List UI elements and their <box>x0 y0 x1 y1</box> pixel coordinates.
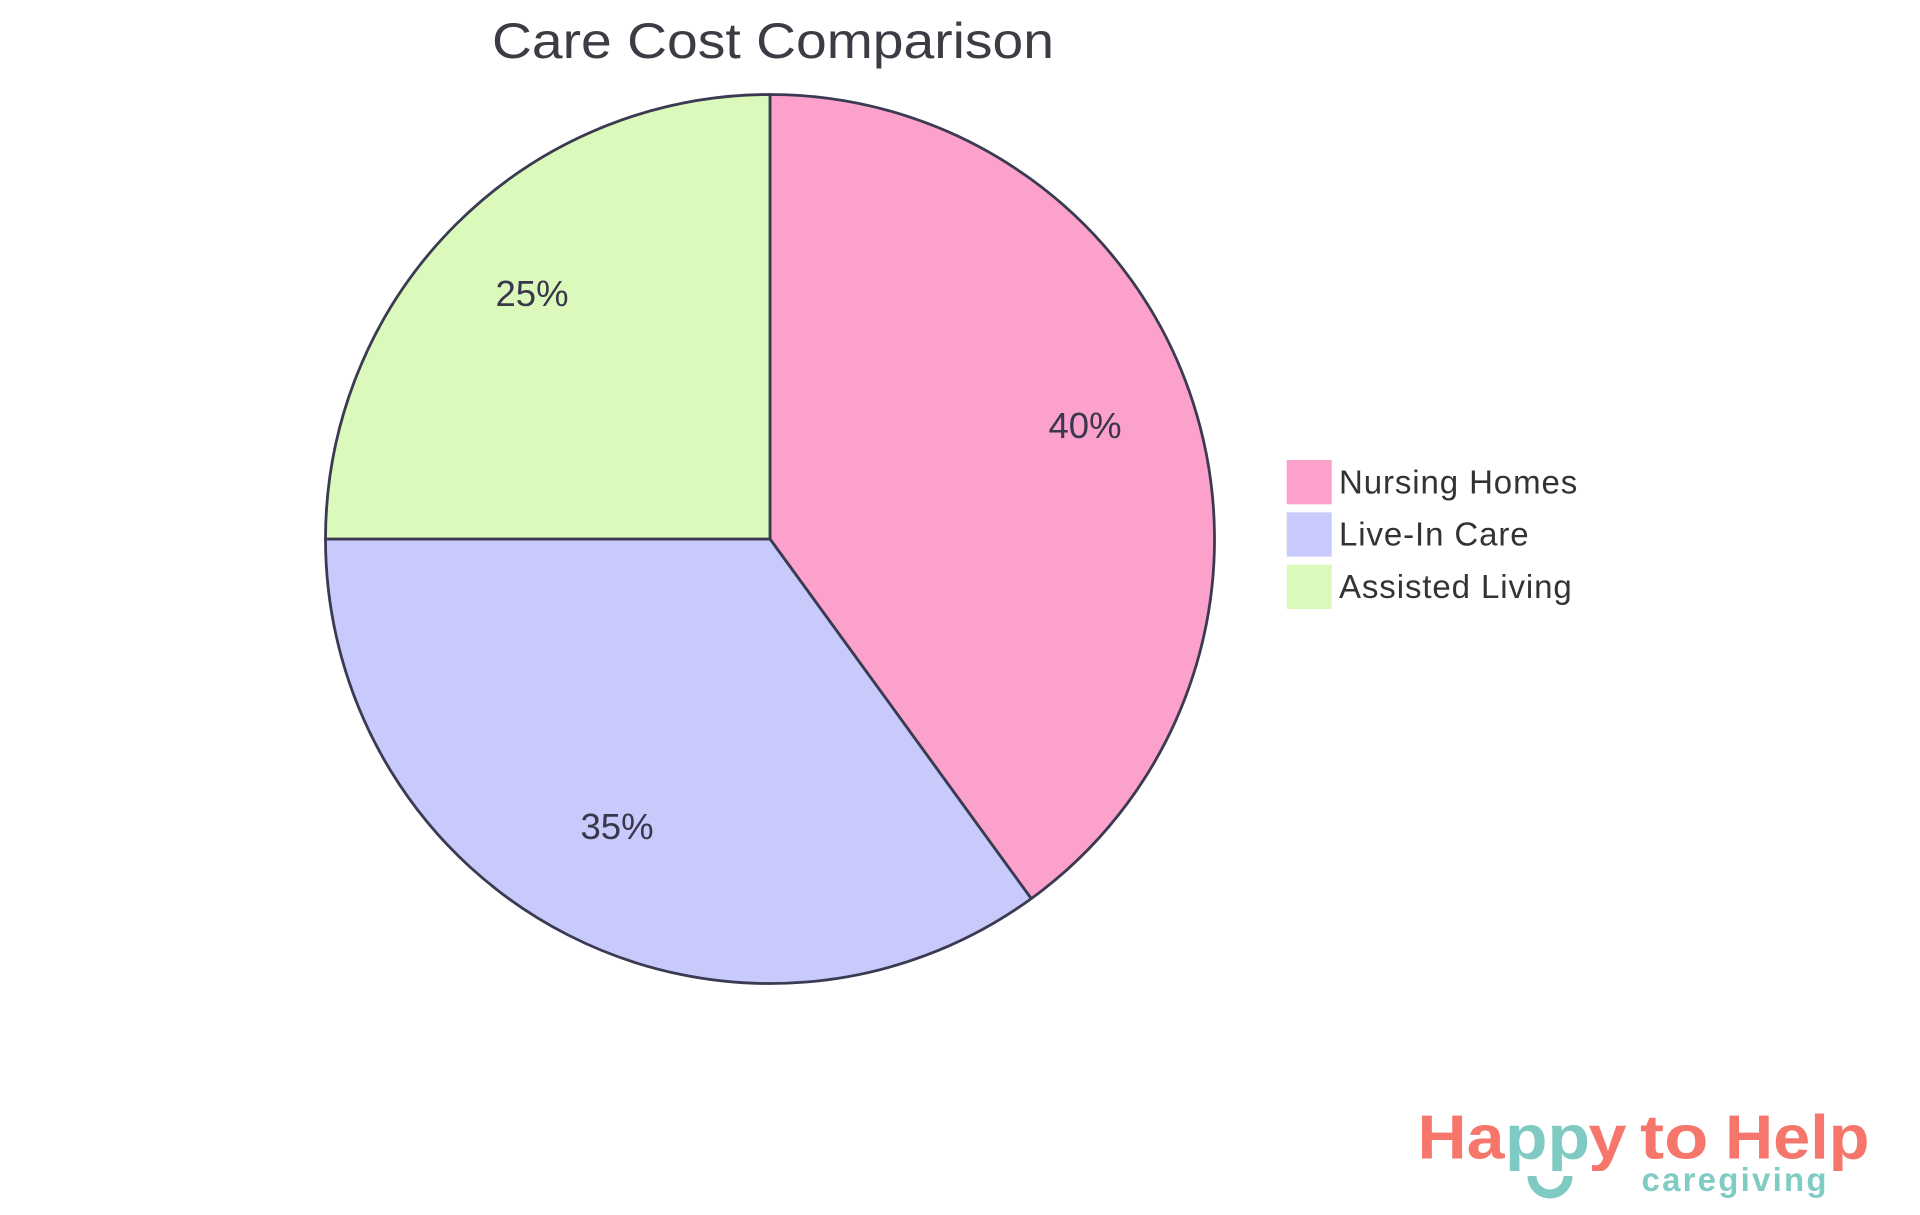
svg-text:Ha: Ha <box>1418 1104 1506 1173</box>
svg-text:to: to <box>1640 1104 1709 1173</box>
svg-text:Care Cost Comparison: Care Cost Comparison <box>492 13 1054 69</box>
svg-text:caregiving: caregiving <box>1642 1161 1827 1198</box>
svg-text:Live-In Care: Live-In Care <box>1339 516 1530 553</box>
svg-text:40%: 40% <box>1048 405 1121 446</box>
svg-text:25%: 25% <box>495 273 568 314</box>
svg-text:Nursing Homes: Nursing Homes <box>1339 463 1578 500</box>
svg-text:Help: Help <box>1725 1104 1870 1173</box>
svg-text:35%: 35% <box>580 806 653 847</box>
svg-text:pp: pp <box>1505 1104 1590 1173</box>
svg-text:Assisted Living: Assisted Living <box>1339 568 1573 605</box>
svg-text:y: y <box>1589 1104 1628 1173</box>
